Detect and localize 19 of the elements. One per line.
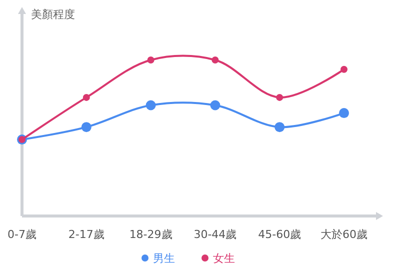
legend-label: 男生 (153, 252, 175, 265)
point (146, 100, 156, 110)
x-tick-label: 18-29歲 (129, 228, 172, 241)
point (339, 108, 349, 118)
point (81, 122, 92, 132)
x-tick-label: 45-60歲 (258, 228, 302, 241)
point (147, 56, 154, 64)
legend-label: 女生 (213, 252, 235, 265)
x-tick-label: 0-7歲 (8, 228, 36, 241)
point (276, 94, 284, 101)
x-tick-label: 2-17歲 (68, 228, 104, 241)
x-tick-label: 30-44歲 (194, 228, 237, 241)
x-tick-label: 大於60歲 (320, 228, 368, 241)
point (210, 100, 220, 110)
y-axis-title: 美顏程度 (31, 8, 75, 21)
point (212, 56, 219, 64)
point (340, 66, 348, 73)
point (82, 94, 90, 101)
point (274, 122, 285, 132)
